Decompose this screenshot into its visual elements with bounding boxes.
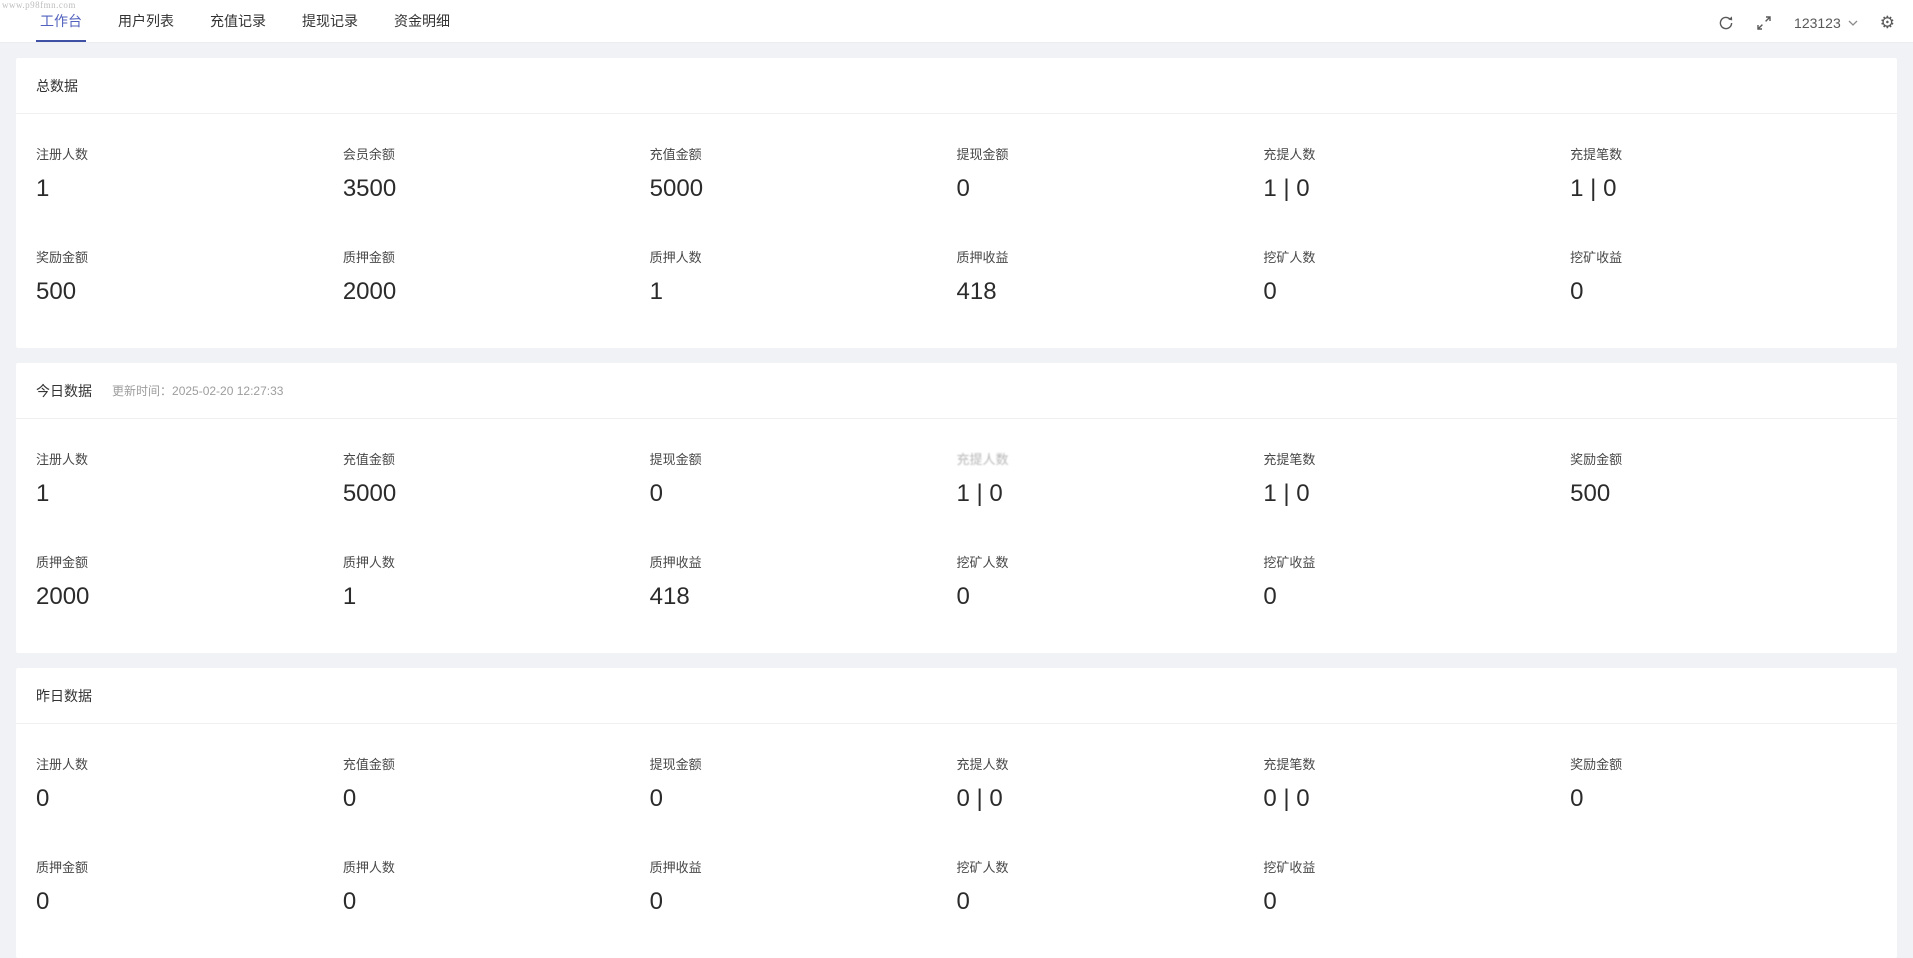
stat-item: 提现金额 0 (649, 452, 702, 507)
stat-item: 奖励金额 500 (1570, 452, 1623, 507)
yesterday-data-header: 昨日数据 (16, 668, 1897, 724)
stat-item: 注册人数 0 (36, 757, 89, 812)
stat-item: 充提笔数 1 | 0 (1570, 147, 1623, 202)
tab-workbench[interactable]: 工作台 (36, 0, 86, 42)
tab-user-list[interactable]: 用户列表 (118, 13, 174, 29)
stat-item: 会员余额 3500 (342, 147, 397, 202)
stat-item: 提现金额 0 (956, 147, 1009, 202)
refresh-icon[interactable] (1718, 15, 1734, 31)
stat-item: 注册人数 1 (36, 147, 89, 202)
stat-item: 挖矿人数 0 (956, 860, 1009, 915)
stat-item: 质押人数 1 (342, 555, 395, 610)
stat-item: 奖励金额 500 (36, 250, 89, 305)
stat-item: 注册人数 1 (36, 452, 89, 507)
stat-item: 提现金额 0 (649, 757, 702, 812)
stat-item: 质押人数 0 (342, 860, 395, 915)
tab-recharge-records[interactable]: 充值记录 (210, 13, 266, 29)
stat-item: 充值金额 0 (342, 757, 395, 812)
top-navigation-bar: 工作台 用户列表 充值记录 提现记录 资金明细 123123 ⚙ (0, 0, 1913, 43)
stat-item: 充提人数 1 | 0 (956, 452, 1009, 507)
account-name: 123123 (1794, 14, 1841, 31)
tab-fund-details[interactable]: 资金明细 (394, 13, 450, 29)
stat-item: 质押人数 1 (649, 250, 702, 305)
stat-item: 质押金额 2000 (342, 250, 397, 305)
stat-item: 充提笔数 0 | 0 (1263, 757, 1316, 812)
total-data-stats: 注册人数 1 会员余额 3500 充值金额 5000 提现金额 0 充提人数 1 | 0 … (16, 114, 1897, 348)
update-time: 更新时间：2025-02-20 12:27:33 (112, 384, 284, 398)
topbar-actions: 123123 ⚙ (1718, 14, 1895, 42)
today-data-card: 今日数据 更新时间：2025-02-20 12:27:33 注册人数 1 充值金额… (16, 363, 1897, 653)
tab-withdraw-records[interactable]: 提现记录 (302, 13, 358, 29)
today-data-header: 今日数据 更新时间：2025-02-20 12:27:33 (16, 363, 1897, 419)
section-title: 昨日数据 (36, 687, 92, 704)
stat-item: 充值金额 5000 (342, 452, 397, 507)
yesterday-data-stats: 注册人数 0 充值金额 0 提现金额 0 充提人数 0 | 0 充提笔数 0 | 0 奖励… (16, 724, 1897, 958)
fullscreen-icon[interactable] (1756, 15, 1772, 31)
stat-item: 挖矿收益 0 (1263, 555, 1316, 610)
account-dropdown[interactable]: 123123 (1794, 15, 1858, 31)
today-data-stats: 注册人数 1 充值金额 5000 提现金额 0 充提人数 1 | 0 充提笔数 1 | 0… (16, 419, 1897, 653)
stat-item: 挖矿人数 0 (1263, 250, 1316, 305)
stat-item: 质押收益 0 (649, 860, 702, 915)
stat-item: 奖励金额 0 (1570, 757, 1623, 812)
section-title: 今日数据 (36, 382, 92, 399)
stat-item: 充提笔数 1 | 0 (1263, 452, 1316, 507)
nav-tabs: 工作台 用户列表 充值记录 提现记录 资金明细 (36, 0, 454, 42)
stat-item: 充值金额 5000 (649, 147, 704, 202)
section-title: 总数据 (36, 77, 78, 94)
stat-item: 质押金额 2000 (36, 555, 90, 610)
yesterday-data-card: 昨日数据 注册人数 0 充值金额 0 提现金额 0 充提人数 0 | 0 充提笔数 0 |… (16, 668, 1897, 958)
stat-item: 充提人数 1 | 0 (1263, 147, 1316, 202)
stat-item: 挖矿人数 0 (956, 555, 1009, 610)
stat-item: 质押收益 418 (956, 250, 1009, 305)
total-data-card: 总数据 注册人数 1 会员余额 3500 充值金额 5000 提现金额 0 充提人数 1 … (16, 58, 1897, 348)
site-watermark: www.p98fmn.com (2, 0, 76, 10)
stat-item: 充提人数 0 | 0 (956, 757, 1009, 812)
chevron-down-icon (1848, 20, 1858, 26)
stat-item: 质押收益 418 (649, 555, 702, 610)
stat-item: 挖矿收益 0 (1263, 860, 1316, 915)
gear-icon[interactable]: ⚙ (1879, 13, 1895, 32)
stat-item: 质押金额 0 (36, 860, 89, 915)
stat-item: 挖矿收益 0 (1570, 250, 1623, 305)
total-data-header: 总数据 (16, 58, 1897, 114)
